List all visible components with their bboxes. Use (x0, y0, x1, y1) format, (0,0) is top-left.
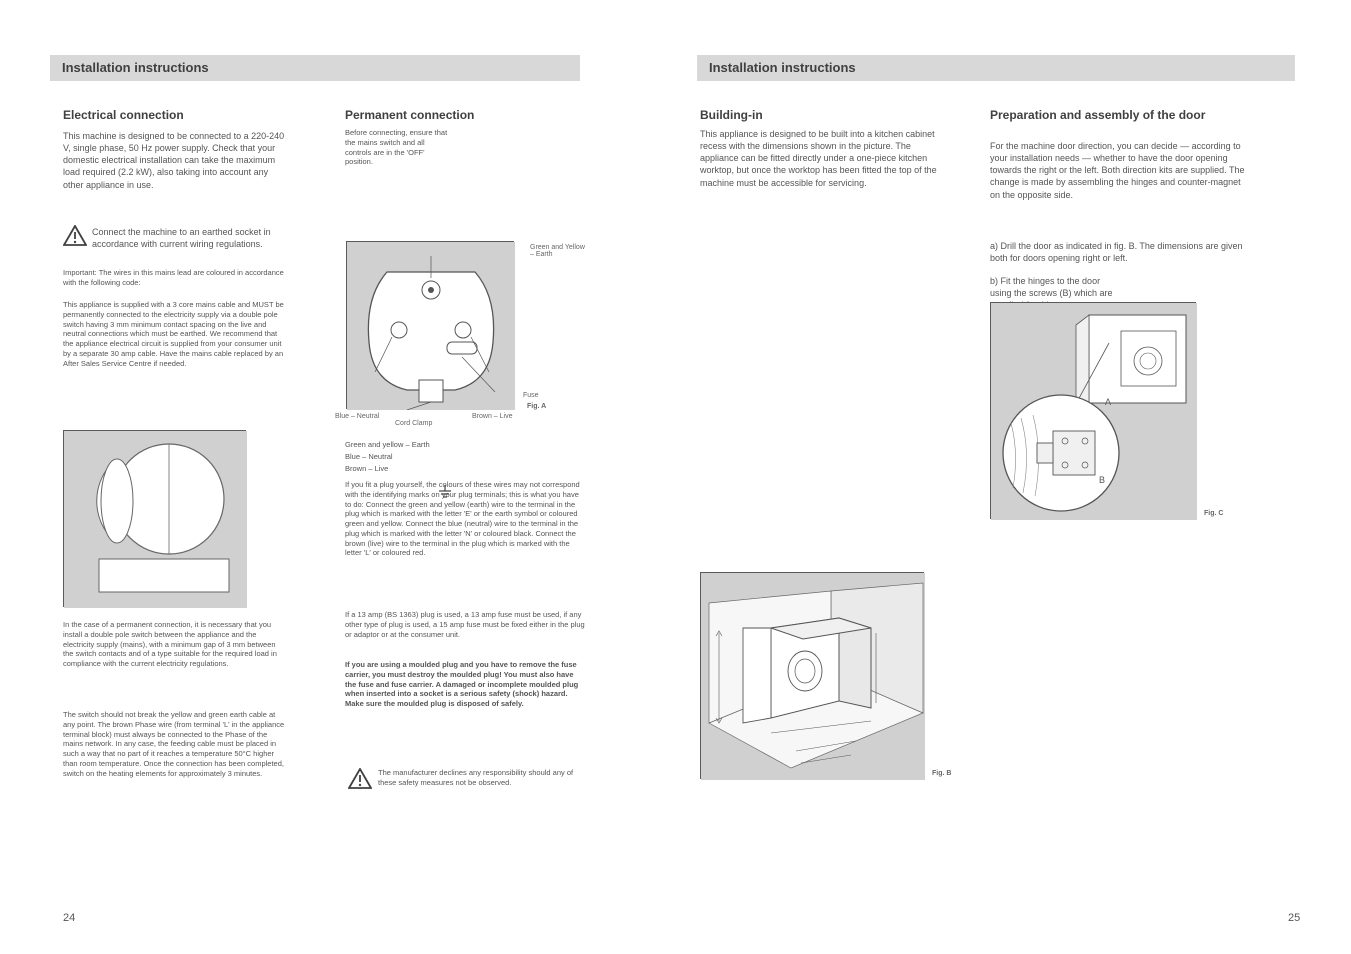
wire-blue: Blue – Neutral (345, 452, 580, 462)
warning-icon (63, 225, 87, 246)
page-number-right: 25 (1288, 912, 1300, 924)
fig-a-title: Fig. A (527, 403, 546, 410)
a-label: a) Drill the door as indicated in fig. B… (990, 240, 1250, 264)
figure-plug-a (346, 241, 514, 409)
figure-door-machine (63, 430, 246, 607)
warning2-text: The manufacturer declines any responsibi… (378, 768, 583, 788)
electrical-connection-title: Electrical connection (63, 108, 184, 122)
sec2-body: This machine is designed to be connected… (63, 130, 288, 191)
right-page: Building-in This appliance is designed t… (700, 0, 1300, 954)
before-connecting-text: Before connecting, ensure that the mains… (345, 128, 450, 167)
page-number-left: 24 (63, 912, 75, 924)
moulded-plug-text: If you are using a moulded plug and you … (345, 660, 585, 709)
left-page: Electrical connection This machine is de… (50, 0, 650, 954)
fig-a-clamp: Cord Clamp (395, 420, 432, 427)
warning-icon-2 (348, 768, 372, 789)
prep-door-title: Preparation and assembly of the door (990, 108, 1205, 122)
sec1-body: The switch should not break the yellow a… (63, 710, 288, 778)
fig-a-label-gy: Green and Yellow – Earth (530, 244, 590, 258)
building-in-title: Building-in (700, 108, 763, 122)
fig-c-label: Fig. C (1204, 510, 1223, 517)
fig-a-blue: Blue – Neutral (335, 413, 379, 420)
building-in-body: This appliance is designed to be built i… (700, 128, 950, 189)
prep-door-body: For the machine door direction, you can … (990, 140, 1250, 201)
wire-green: Green and yellow – Earth (345, 440, 580, 450)
sec1-intro: In the case of a permanent connection, i… (63, 620, 288, 669)
fig-a-fuse: Fuse (523, 392, 539, 399)
replace-body: This appliance is supplied with a 3 core… (63, 300, 288, 368)
svg-text:A: A (1105, 397, 1111, 407)
figure-dimensions-b (700, 572, 924, 779)
plug13a-text: If a 13 amp (BS 1363) plug is used, a 13… (345, 610, 585, 639)
fuse-text: Connect the machine to an earthed socket… (92, 226, 287, 250)
fig-b-label: Fig. B (932, 770, 951, 777)
perm-conn-title: Permanent connection (345, 108, 474, 122)
wire-intro-block: Important: The wires in this mains lead … (63, 268, 288, 288)
wire-brown: Brown – Live (345, 464, 580, 474)
fig-a-brown: Brown – Live (472, 413, 512, 420)
figure-hinge-c: A B (990, 302, 1196, 519)
earth-symbol-text: If you fit a plug yourself, the colours … (345, 480, 585, 558)
svg-text:B: B (1099, 475, 1105, 485)
